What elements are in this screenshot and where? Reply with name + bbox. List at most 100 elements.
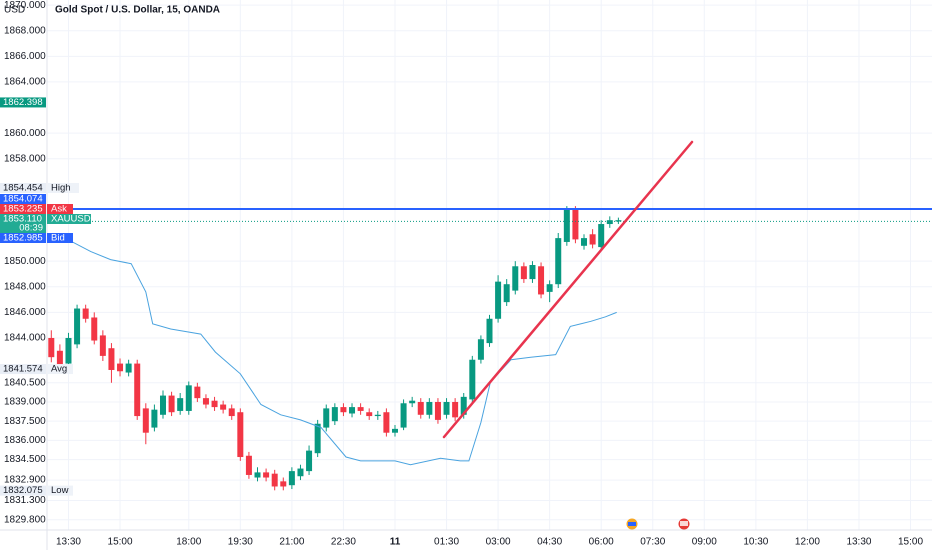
candle-body bbox=[56, 350, 63, 370]
candle-body bbox=[589, 234, 596, 245]
grid bbox=[47, 0, 932, 530]
y-tick-label: 1840.500 bbox=[4, 377, 46, 388]
candle-body bbox=[202, 398, 209, 405]
candle-body bbox=[194, 386, 201, 399]
y-tick-label: 1866.000 bbox=[4, 51, 46, 62]
x-tick-label: 15:00 bbox=[108, 537, 133, 548]
price-tag-name: Avg bbox=[51, 364, 67, 375]
price-tag-name-box bbox=[47, 204, 73, 214]
x-tick-label: 21:00 bbox=[279, 537, 304, 548]
y-tick-label: 1864.000 bbox=[4, 77, 46, 88]
candle-body bbox=[615, 220, 622, 222]
price-tag-name: Ask bbox=[51, 204, 67, 215]
candle-body bbox=[486, 318, 493, 344]
chart-title: Gold Spot / U.S. Dollar, 15, OANDA bbox=[55, 5, 220, 16]
candle-body bbox=[374, 414, 381, 417]
price-tag-name-box bbox=[47, 485, 73, 496]
candle-body bbox=[48, 337, 55, 358]
candle-body bbox=[538, 266, 545, 295]
x-tick-label: 12:00 bbox=[795, 537, 820, 548]
candle-body bbox=[340, 407, 347, 413]
price-tag bbox=[0, 194, 46, 204]
y-tick-label: 1850.000 bbox=[4, 256, 46, 267]
x-tick-label: 03:00 bbox=[486, 537, 511, 548]
event-icon-flag bbox=[628, 522, 636, 526]
price-tag-value: 1853.110 bbox=[3, 214, 42, 225]
x-axis: 13:30 15:00 18:00 19:30 21:00 22:30 11 01:30 03:… bbox=[56, 537, 924, 548]
price-tag-value: 1832.075 bbox=[3, 485, 43, 496]
trend-line-drawing[interactable] bbox=[442, 140, 694, 439]
x-tick-label: 22:30 bbox=[331, 537, 356, 548]
event-icon[interactable] bbox=[678, 518, 690, 530]
candle-body bbox=[469, 359, 476, 400]
x-tick-label: 18:00 bbox=[176, 537, 201, 548]
price-tag bbox=[0, 214, 46, 233]
price-tag bbox=[0, 364, 46, 375]
candle-body bbox=[65, 337, 72, 364]
y-tick-label: 1831.300 bbox=[4, 495, 46, 506]
x-tick-label: 01:30 bbox=[434, 537, 459, 548]
candle-body bbox=[237, 412, 244, 458]
candle-body bbox=[245, 455, 252, 475]
price-tag-name: Low bbox=[51, 485, 69, 496]
price-tag-name: High bbox=[51, 183, 71, 194]
candle-body bbox=[563, 208, 570, 242]
price-tag-name-box bbox=[47, 233, 73, 243]
candle-body bbox=[91, 317, 98, 341]
x-tick-label: 04:30 bbox=[537, 537, 562, 548]
event-icon[interactable] bbox=[626, 518, 638, 530]
candle-body bbox=[349, 407, 356, 414]
candle-body bbox=[134, 363, 141, 417]
price-tag-name-box bbox=[47, 183, 79, 193]
avg-line bbox=[48, 233, 617, 466]
candle-body bbox=[606, 220, 613, 225]
y-tick-label: 1839.000 bbox=[4, 397, 46, 408]
price-tag bbox=[0, 183, 46, 193]
candle-body bbox=[280, 481, 287, 487]
candle-body bbox=[443, 401, 450, 415]
candle-body bbox=[546, 284, 553, 292]
x-tick-label: 06:00 bbox=[589, 537, 614, 548]
candle-body bbox=[598, 224, 605, 248]
candle-body bbox=[331, 407, 338, 422]
candle-body bbox=[426, 401, 433, 415]
y-tick-label: 1844.000 bbox=[4, 333, 46, 344]
candle-body bbox=[263, 472, 270, 478]
candle-body bbox=[383, 412, 390, 433]
candle-body bbox=[391, 428, 398, 433]
y-tick-label: 1832.900 bbox=[4, 475, 46, 486]
x-tick-label: 10:30 bbox=[743, 537, 768, 548]
y-axis: 1870.000 1868.000 1866.000 1864.000 1860.000… bbox=[4, 0, 46, 525]
price-tag bbox=[0, 97, 46, 108]
candle-body bbox=[99, 335, 106, 356]
x-tick-label: 13:30 bbox=[846, 537, 871, 548]
candle-body bbox=[306, 450, 313, 472]
candle-body bbox=[211, 400, 218, 408]
candle-body bbox=[503, 284, 510, 303]
candle-body bbox=[400, 403, 407, 428]
y-tick-label: 1870.000 bbox=[4, 0, 46, 11]
price-tag bbox=[0, 204, 46, 214]
plot-area bbox=[47, 206, 932, 491]
y-tick-label: 1846.000 bbox=[4, 307, 46, 318]
x-tick-label: 09:00 bbox=[692, 537, 717, 548]
candle-body bbox=[357, 407, 364, 411]
price-tag-value: 1854.074 bbox=[3, 194, 43, 205]
candle-body bbox=[581, 238, 588, 246]
candle-body bbox=[520, 266, 527, 280]
candle-body bbox=[159, 395, 166, 415]
y-tick-label: 1868.000 bbox=[4, 25, 46, 36]
price-axis bbox=[0, 0, 47, 530]
candle-body bbox=[177, 398, 184, 411]
x-tick-label: 07:30 bbox=[640, 537, 665, 548]
candle-body bbox=[297, 468, 304, 477]
currency-label: USD bbox=[4, 5, 25, 16]
y-tick-label: 1848.000 bbox=[4, 281, 46, 292]
candle-body bbox=[434, 401, 441, 420]
candle-body bbox=[555, 238, 562, 285]
price-tag-name: XAUUSD bbox=[51, 214, 91, 225]
